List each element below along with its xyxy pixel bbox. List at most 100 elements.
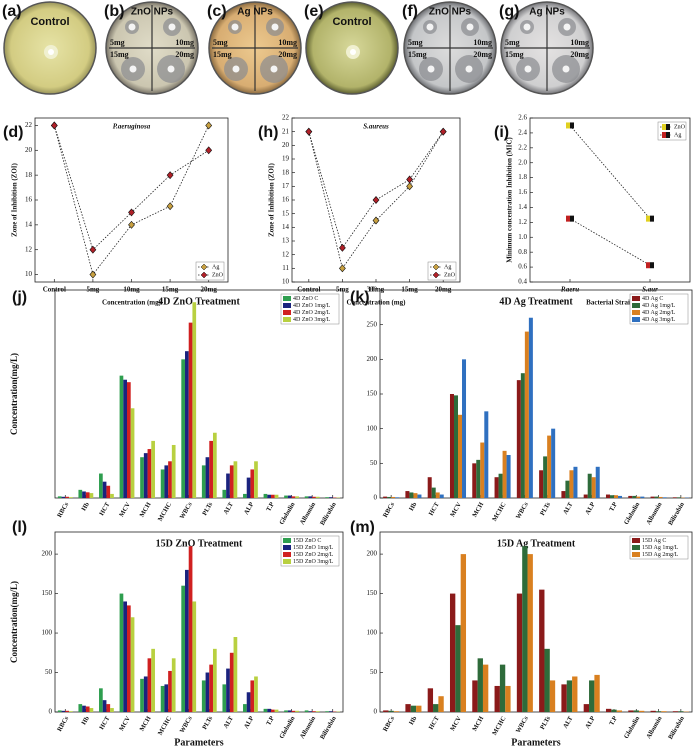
bar	[192, 601, 196, 712]
y-tick-label: 14	[25, 220, 33, 228]
x-tick-label: Hb	[408, 501, 419, 512]
x-tick-label: Bilirubin	[319, 501, 338, 527]
bar	[521, 373, 525, 498]
y-tick-label: 12	[25, 245, 33, 253]
bar	[65, 711, 69, 712]
bar	[478, 658, 483, 712]
quadrant-label: 5mg	[213, 38, 228, 47]
x-tick-label: T.P	[265, 501, 276, 513]
legend-label: Ag	[212, 264, 219, 270]
y-tick-label: 100	[42, 629, 53, 637]
y-tick-label: 16	[282, 196, 290, 204]
x-tick-label: Hb	[408, 715, 419, 726]
disc	[48, 49, 54, 55]
bar	[78, 704, 82, 712]
series-line	[54, 125, 208, 249]
legend-label: 4D ZnO 2mg/L	[293, 310, 331, 316]
x-tick-label: HCT	[98, 715, 111, 731]
bar	[458, 415, 462, 498]
x-tick-label: MCH	[139, 501, 153, 518]
bar	[99, 688, 103, 712]
y-tick-label: 1.4	[518, 203, 527, 211]
dish-title: Ag NPs	[529, 7, 565, 18]
bar	[503, 451, 507, 498]
disc	[233, 66, 240, 73]
x-tick-label: Bilirubin	[667, 501, 686, 527]
bar	[127, 605, 131, 712]
bar	[312, 711, 316, 712]
y-tick-label: 150	[367, 589, 378, 597]
x-tick-label: WBCs	[179, 501, 194, 521]
quadrant-label: 15mg	[110, 50, 129, 59]
bar	[189, 323, 193, 498]
y-tick-label: 0	[374, 494, 378, 502]
bar	[517, 380, 521, 498]
x-tick-label: PLTs	[539, 715, 552, 731]
bar	[522, 546, 527, 712]
quadrant-label: 20mg	[175, 50, 194, 59]
legend-swatch	[283, 310, 291, 315]
y-tick-label: 20	[282, 141, 290, 149]
y-tick-label: 100	[367, 424, 378, 432]
y-tick-label: 1.8	[518, 173, 527, 181]
legend-swatch	[632, 317, 640, 322]
legend-swatch	[632, 310, 640, 315]
bar	[264, 709, 268, 712]
point	[51, 122, 57, 129]
bar	[507, 455, 511, 498]
legend-label: ZnO	[674, 124, 686, 130]
bar	[189, 546, 193, 712]
marker-fill	[646, 216, 650, 222]
bar	[561, 491, 565, 498]
disc	[564, 24, 571, 31]
x-tick-label: WBCs	[515, 715, 530, 735]
bar	[82, 491, 86, 498]
bar	[295, 496, 299, 498]
disc	[524, 24, 531, 31]
bar	[305, 496, 309, 498]
panel-label: (d)	[3, 124, 23, 141]
bar	[476, 460, 480, 498]
bar	[388, 711, 393, 712]
bar	[243, 704, 247, 712]
series-line	[570, 125, 650, 218]
x-tick-label: ALT	[562, 501, 575, 516]
bar	[539, 470, 543, 498]
legend-swatch	[283, 296, 291, 301]
bar	[472, 463, 476, 498]
bar	[329, 497, 333, 498]
quadrant-label: 5mg	[505, 38, 520, 47]
bar	[295, 711, 299, 712]
bar	[110, 708, 114, 712]
bar	[454, 395, 458, 498]
x-tick-label: MCH	[471, 715, 485, 732]
bar	[383, 497, 387, 498]
bar	[99, 474, 103, 498]
bar	[123, 601, 127, 712]
x-tick-label: RBCs	[382, 715, 396, 733]
quadrant-label: 5mg	[110, 38, 125, 47]
bar	[151, 441, 155, 498]
x-tick-label: T.P	[608, 501, 619, 513]
bar	[617, 710, 622, 712]
bar	[673, 497, 677, 498]
bar	[230, 653, 234, 712]
legend-swatch	[283, 545, 291, 550]
bar	[161, 469, 165, 498]
legend-label: 15D ZnO 2mg/L	[293, 552, 334, 558]
bar	[572, 676, 577, 712]
bar	[185, 351, 189, 498]
x-tick-label: HCT	[428, 501, 441, 517]
y-tick-label: 1.6	[518, 188, 527, 196]
bar	[394, 711, 399, 712]
x-tick-label: ALP	[584, 501, 597, 516]
bar	[206, 457, 210, 498]
disc	[525, 66, 532, 73]
bar	[213, 433, 217, 498]
bar	[428, 477, 432, 498]
bar	[250, 680, 254, 712]
chart-title: S.aureus	[363, 123, 389, 131]
panel-label: (c)	[207, 3, 227, 20]
y-tick-label: 0	[49, 708, 53, 716]
legend-label: 15D ZnO 3mg/L	[293, 559, 334, 565]
